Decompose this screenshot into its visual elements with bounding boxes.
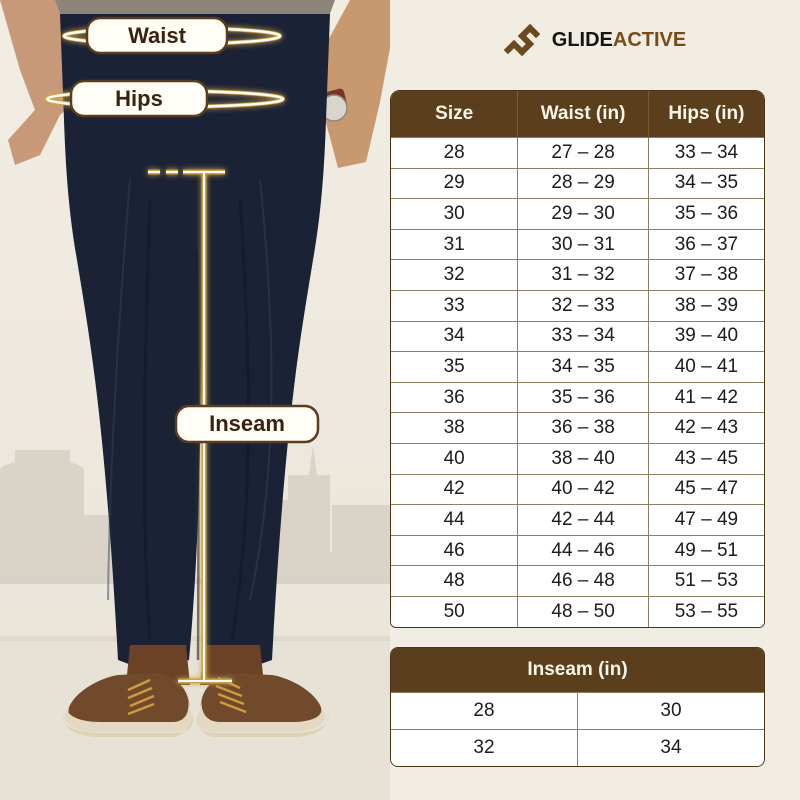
svg-text:Inseam: Inseam [209,411,285,436]
svg-text:Hips: Hips [115,86,163,111]
svg-text:Waist: Waist [128,23,187,48]
